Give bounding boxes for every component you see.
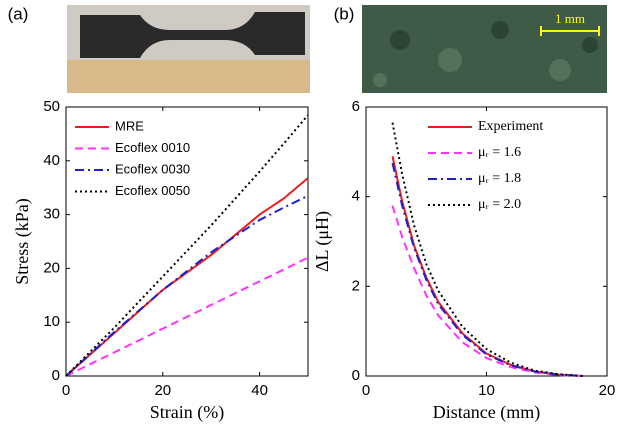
legend-label: Ecoflex 0010: [115, 140, 190, 155]
series-line: [65, 256, 309, 377]
specimen-photo: [67, 5, 310, 93]
legend-label: Experiment: [478, 119, 543, 134]
x-tick-label: 40: [251, 382, 268, 399]
plot-frame: [365, 106, 608, 377]
x-tick-label: 20: [154, 382, 171, 399]
y-tick-label: 0: [52, 367, 60, 384]
micrograph-photo: 1 mm: [362, 5, 607, 93]
x-axis-label: Distance (mm): [433, 402, 540, 423]
legend-label: MRE: [115, 118, 144, 133]
y-tick-label: 40: [43, 152, 60, 169]
series-line: [391, 162, 583, 377]
y-tick-label: 50: [43, 98, 60, 115]
scale-bar-label: 1 mm: [555, 11, 585, 26]
y-tick-label: 0: [352, 367, 360, 384]
series-line: [65, 177, 309, 377]
legend-label: Ecoflex 0030: [115, 161, 190, 176]
y-tick-label: 6: [352, 98, 360, 115]
legend-label: Ecoflex 0050: [115, 183, 190, 198]
series-line: [65, 194, 309, 377]
x-axis-label: Strain (%): [150, 402, 224, 423]
y-tick-label: 10: [43, 313, 60, 330]
series-line: [391, 156, 583, 377]
legend-label: μᵣ = 1.6: [478, 145, 521, 160]
series-line: [391, 205, 583, 377]
x-tick-label: 20: [599, 382, 616, 399]
series-line: [391, 122, 583, 377]
x-tick-label: 0: [362, 382, 370, 399]
x-tick-label: 0: [62, 382, 70, 399]
y-axis-label: ΔL (μH): [312, 211, 333, 272]
panel-label: (b): [334, 4, 355, 23]
panel-label: (a): [8, 4, 29, 23]
legend-label: μᵣ = 2.0: [478, 197, 521, 212]
y-axis-label: Stress (kPa): [12, 198, 33, 285]
plot-frame: [65, 106, 309, 377]
legend-label: μᵣ = 1.8: [478, 171, 521, 186]
x-tick-label: 10: [478, 382, 495, 399]
y-tick-label: 20: [43, 259, 60, 276]
y-tick-label: 2: [352, 277, 360, 294]
y-tick-label: 4: [352, 188, 360, 205]
y-tick-label: 30: [43, 206, 60, 223]
